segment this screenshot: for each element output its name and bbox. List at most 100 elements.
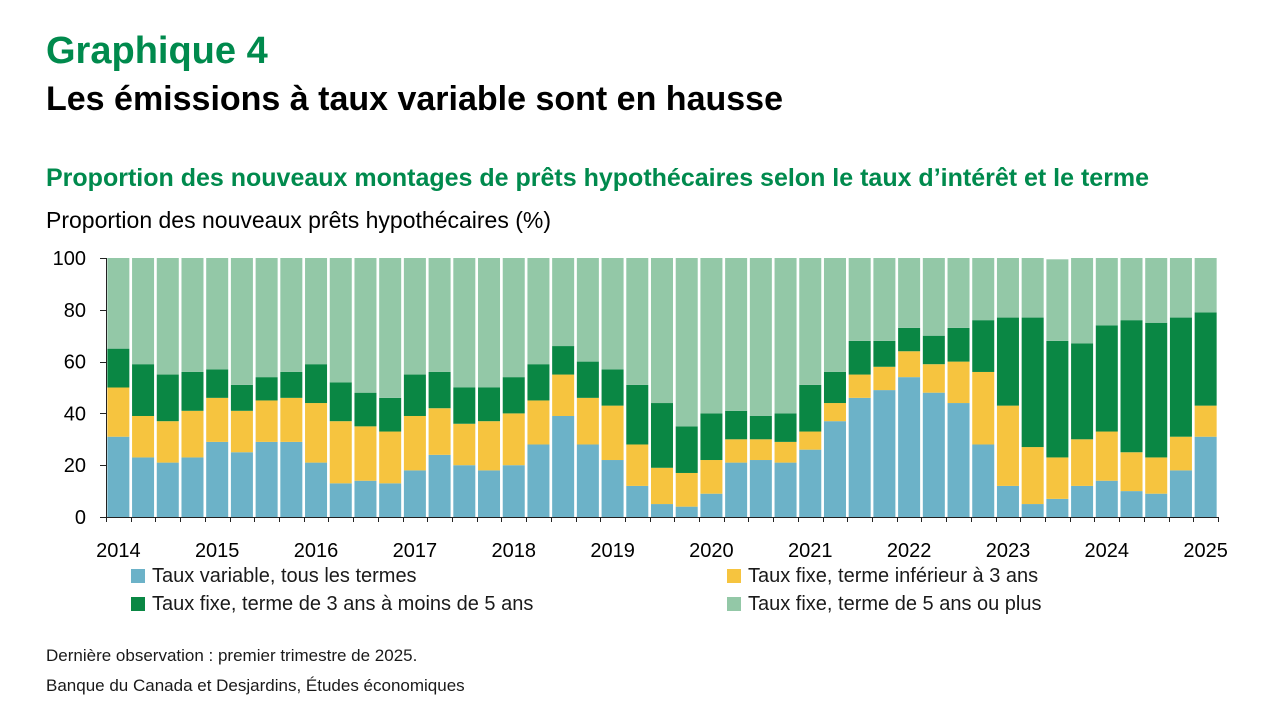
- bar-segment-variable-29: [823, 421, 846, 517]
- bar-segment-fixed-under-3y-18: [552, 374, 575, 416]
- bar-segment-fixed-5y-plus-4: [206, 258, 229, 370]
- legend-item-fixed-under-3y: Taux fixe, terme inférieur à 3 ans: [727, 564, 1038, 588]
- bar-segment-fixed-under-3y-33: [922, 364, 945, 393]
- bar-segment-fixed-under-3y-10: [354, 426, 377, 481]
- bar-segment-fixed-under-3y-7: [280, 397, 303, 442]
- bar-segment-fixed-3-to-5y-13: [428, 371, 451, 409]
- bar-segment-fixed-3-to-5y-15: [478, 387, 501, 422]
- bar-segment-fixed-under-3y-25: [725, 439, 748, 463]
- bar-segment-fixed-3-to-5y-43: [1169, 317, 1192, 437]
- bar-segment-fixed-3-to-5y-34: [947, 327, 970, 362]
- bar-segment-fixed-3-to-5y-28: [799, 384, 822, 432]
- bar-segment-fixed-5y-plus-7: [280, 258, 303, 372]
- bar-segment-fixed-3-to-5y-12: [403, 374, 426, 416]
- x-tick-label: 2019: [590, 540, 635, 562]
- x-tick-label: 2016: [294, 540, 339, 562]
- bar-segment-variable-0: [107, 436, 130, 517]
- bar-segment-variable-3: [181, 457, 204, 517]
- x-tick-label: 2022: [887, 540, 932, 562]
- bar-segment-fixed-5y-plus-10: [354, 258, 377, 393]
- chart-title: Les émissions à taux variable sont en ha…: [46, 80, 783, 118]
- bar-segment-fixed-5y-plus-12: [403, 258, 426, 375]
- bar-segment-fixed-3-to-5y-16: [502, 377, 525, 414]
- bar-segment-fixed-5y-plus-20: [601, 258, 624, 370]
- legend-label-fixed-under-3y: Taux fixe, terme inférieur à 3 ans: [748, 565, 1039, 587]
- legend-item-fixed-3-to-5y: Taux fixe, terme de 3 ans à moins de 5 a…: [131, 592, 533, 616]
- bar-segment-fixed-under-3y-27: [774, 441, 797, 463]
- bar-segment-fixed-under-3y-1: [132, 415, 155, 458]
- bar-segment-fixed-5y-plus-3: [181, 258, 204, 372]
- bar-segment-fixed-3-to-5y-37: [1021, 317, 1044, 448]
- x-tick-label: 2025: [1183, 540, 1228, 562]
- bar-segment-fixed-under-3y-19: [576, 397, 599, 445]
- y-tick-label: 0: [75, 507, 86, 529]
- bar-segment-fixed-5y-plus-33: [922, 258, 945, 336]
- bar-segment-variable-24: [700, 493, 723, 517]
- bar-segment-fixed-under-3y-32: [898, 351, 921, 378]
- bar-segment-fixed-5y-plus-36: [996, 258, 1019, 318]
- bar-segment-fixed-5y-plus-41: [1120, 258, 1143, 321]
- bar-segment-fixed-under-3y-42: [1145, 457, 1168, 494]
- bar-segment-fixed-under-3y-13: [428, 408, 451, 455]
- bar-segment-fixed-under-3y-14: [453, 423, 476, 466]
- bar-segment-fixed-3-to-5y-23: [675, 426, 698, 473]
- bar-segment-fixed-3-to-5y-44: [1194, 312, 1217, 406]
- bar-segment-variable-27: [774, 462, 797, 517]
- legend-label-variable: Taux variable, tous les termes: [152, 565, 417, 587]
- axes-group: [106, 258, 1219, 518]
- bar-segment-fixed-5y-plus-26: [749, 258, 772, 416]
- bar-segment-fixed-under-3y-5: [230, 410, 253, 453]
- bar-segment-fixed-3-to-5y-11: [379, 397, 402, 432]
- bar-segment-variable-41: [1120, 491, 1143, 517]
- bar-segment-fixed-3-to-5y-19: [576, 361, 599, 398]
- bar-segment-variable-20: [601, 460, 624, 517]
- y-axis-label: Proportion des nouveaux prêts hypothécai…: [46, 207, 552, 233]
- figure-label: Graphique 4: [46, 30, 268, 72]
- bar-segment-fixed-under-3y-37: [1021, 447, 1044, 505]
- bar-segment-variable-11: [379, 483, 402, 517]
- bar-segment-fixed-under-3y-41: [1120, 452, 1143, 492]
- x-ticks-group: 2014 2015 2016 2017 2018 2019 2020 2021 2022 2023…: [96, 517, 1228, 562]
- bar-segment-fixed-3-to-5y-17: [527, 364, 550, 401]
- bar-segment-fixed-under-3y-35: [972, 371, 995, 445]
- bar-segment-fixed-3-to-5y-33: [922, 335, 945, 365]
- y-tick-label: 100: [53, 248, 86, 270]
- x-tick-label: 2014: [96, 540, 141, 562]
- bar-segment-fixed-under-3y-0: [107, 387, 130, 437]
- bar-segment-fixed-under-3y-9: [329, 421, 352, 484]
- bar-segment-variable-15: [478, 470, 501, 517]
- bar-segment-fixed-5y-plus-34: [947, 258, 970, 328]
- bar-segment-fixed-under-3y-11: [379, 431, 402, 484]
- bar-segment-fixed-5y-plus-38: [1046, 259, 1069, 341]
- bar-segment-fixed-5y-plus-22: [650, 258, 673, 404]
- bar-segment-fixed-5y-plus-24: [700, 258, 723, 414]
- bar-segment-variable-43: [1169, 470, 1192, 517]
- y-tick-label: 80: [64, 300, 86, 322]
- bar-segment-fixed-5y-plus-0: [107, 258, 130, 349]
- bar-segment-fixed-5y-plus-35: [972, 258, 995, 321]
- x-tick-label: 2018: [491, 540, 536, 562]
- bar-segment-fixed-3-to-5y-31: [873, 340, 896, 367]
- bar-segment-fixed-under-3y-4: [206, 397, 229, 442]
- bar-segment-fixed-under-3y-36: [996, 405, 1019, 486]
- bar-segment-variable-7: [280, 441, 303, 517]
- bar-segment-fixed-3-to-5y-10: [354, 392, 377, 427]
- bar-segment-fixed-3-to-5y-18: [552, 346, 575, 375]
- bar-segment-fixed-5y-plus-6: [255, 258, 278, 378]
- bar-segment-fixed-3-to-5y-5: [230, 384, 253, 411]
- stacked-bar-chart: 0 20 40 60 80 100 2014 2015 2016 2017 2018 2019 202…: [53, 248, 1228, 562]
- bar-segment-fixed-5y-plus-5: [230, 258, 253, 385]
- bar-segment-variable-9: [329, 483, 352, 517]
- bar-segment-fixed-3-to-5y-42: [1145, 322, 1168, 458]
- bar-segment-fixed-3-to-5y-3: [181, 371, 204, 411]
- bar-segment-variable-4: [206, 441, 229, 517]
- bar-segment-fixed-5y-plus-37: [1021, 258, 1044, 318]
- legend-swatch-fixed-5y-plus: [727, 597, 741, 611]
- legend-swatch-fixed-3-to-5y: [131, 597, 145, 611]
- bar-segment-fixed-3-to-5y-9: [329, 382, 352, 422]
- bar-segment-fixed-under-3y-40: [1095, 431, 1118, 481]
- bar-segment-fixed-5y-plus-42: [1145, 258, 1168, 323]
- bar-segment-variable-26: [749, 460, 772, 517]
- bar-segment-variable-40: [1095, 480, 1118, 517]
- bar-segment-fixed-3-to-5y-30: [848, 340, 871, 375]
